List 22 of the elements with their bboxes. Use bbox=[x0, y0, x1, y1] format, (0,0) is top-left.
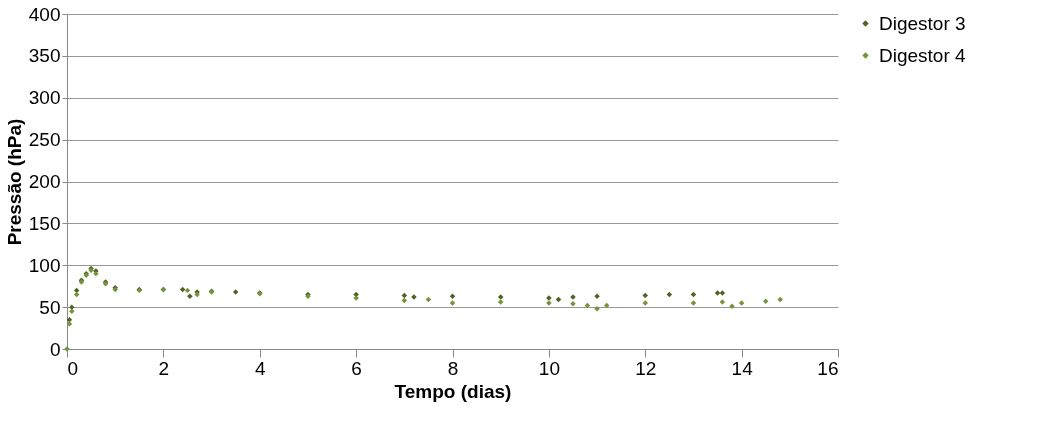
x-tick-label: 2 bbox=[158, 357, 170, 379]
y-tick-label: 250 bbox=[28, 129, 61, 151]
x-tick-label: 0 bbox=[67, 357, 79, 379]
x-tick-label: 10 bbox=[538, 357, 560, 379]
y-tick-label: 150 bbox=[28, 212, 61, 234]
x-tick-label: 4 bbox=[254, 357, 266, 379]
x-tick-label: 12 bbox=[635, 357, 657, 379]
legend-label: Digestor 3 bbox=[879, 12, 966, 34]
x-axis-title: Tempo (dias) bbox=[394, 380, 512, 402]
y-tick-label: 0 bbox=[49, 338, 61, 360]
x-tick-label: 14 bbox=[731, 357, 754, 379]
x-tick-label: 8 bbox=[447, 357, 459, 379]
x-tick-label: 6 bbox=[351, 357, 362, 379]
legend-label: Digestor 4 bbox=[879, 44, 967, 66]
x-tick-label: 16 bbox=[817, 357, 839, 379]
y-tick-label: 100 bbox=[28, 254, 61, 276]
y-tick-label: 350 bbox=[28, 45, 61, 67]
y-axis-title: Pressão (hPa) bbox=[3, 118, 25, 246]
y-tick-label: 400 bbox=[28, 3, 61, 25]
y-tick-label: 50 bbox=[39, 296, 61, 318]
y-tick-label: 300 bbox=[28, 87, 61, 109]
y-tick-label: 200 bbox=[28, 171, 61, 192]
